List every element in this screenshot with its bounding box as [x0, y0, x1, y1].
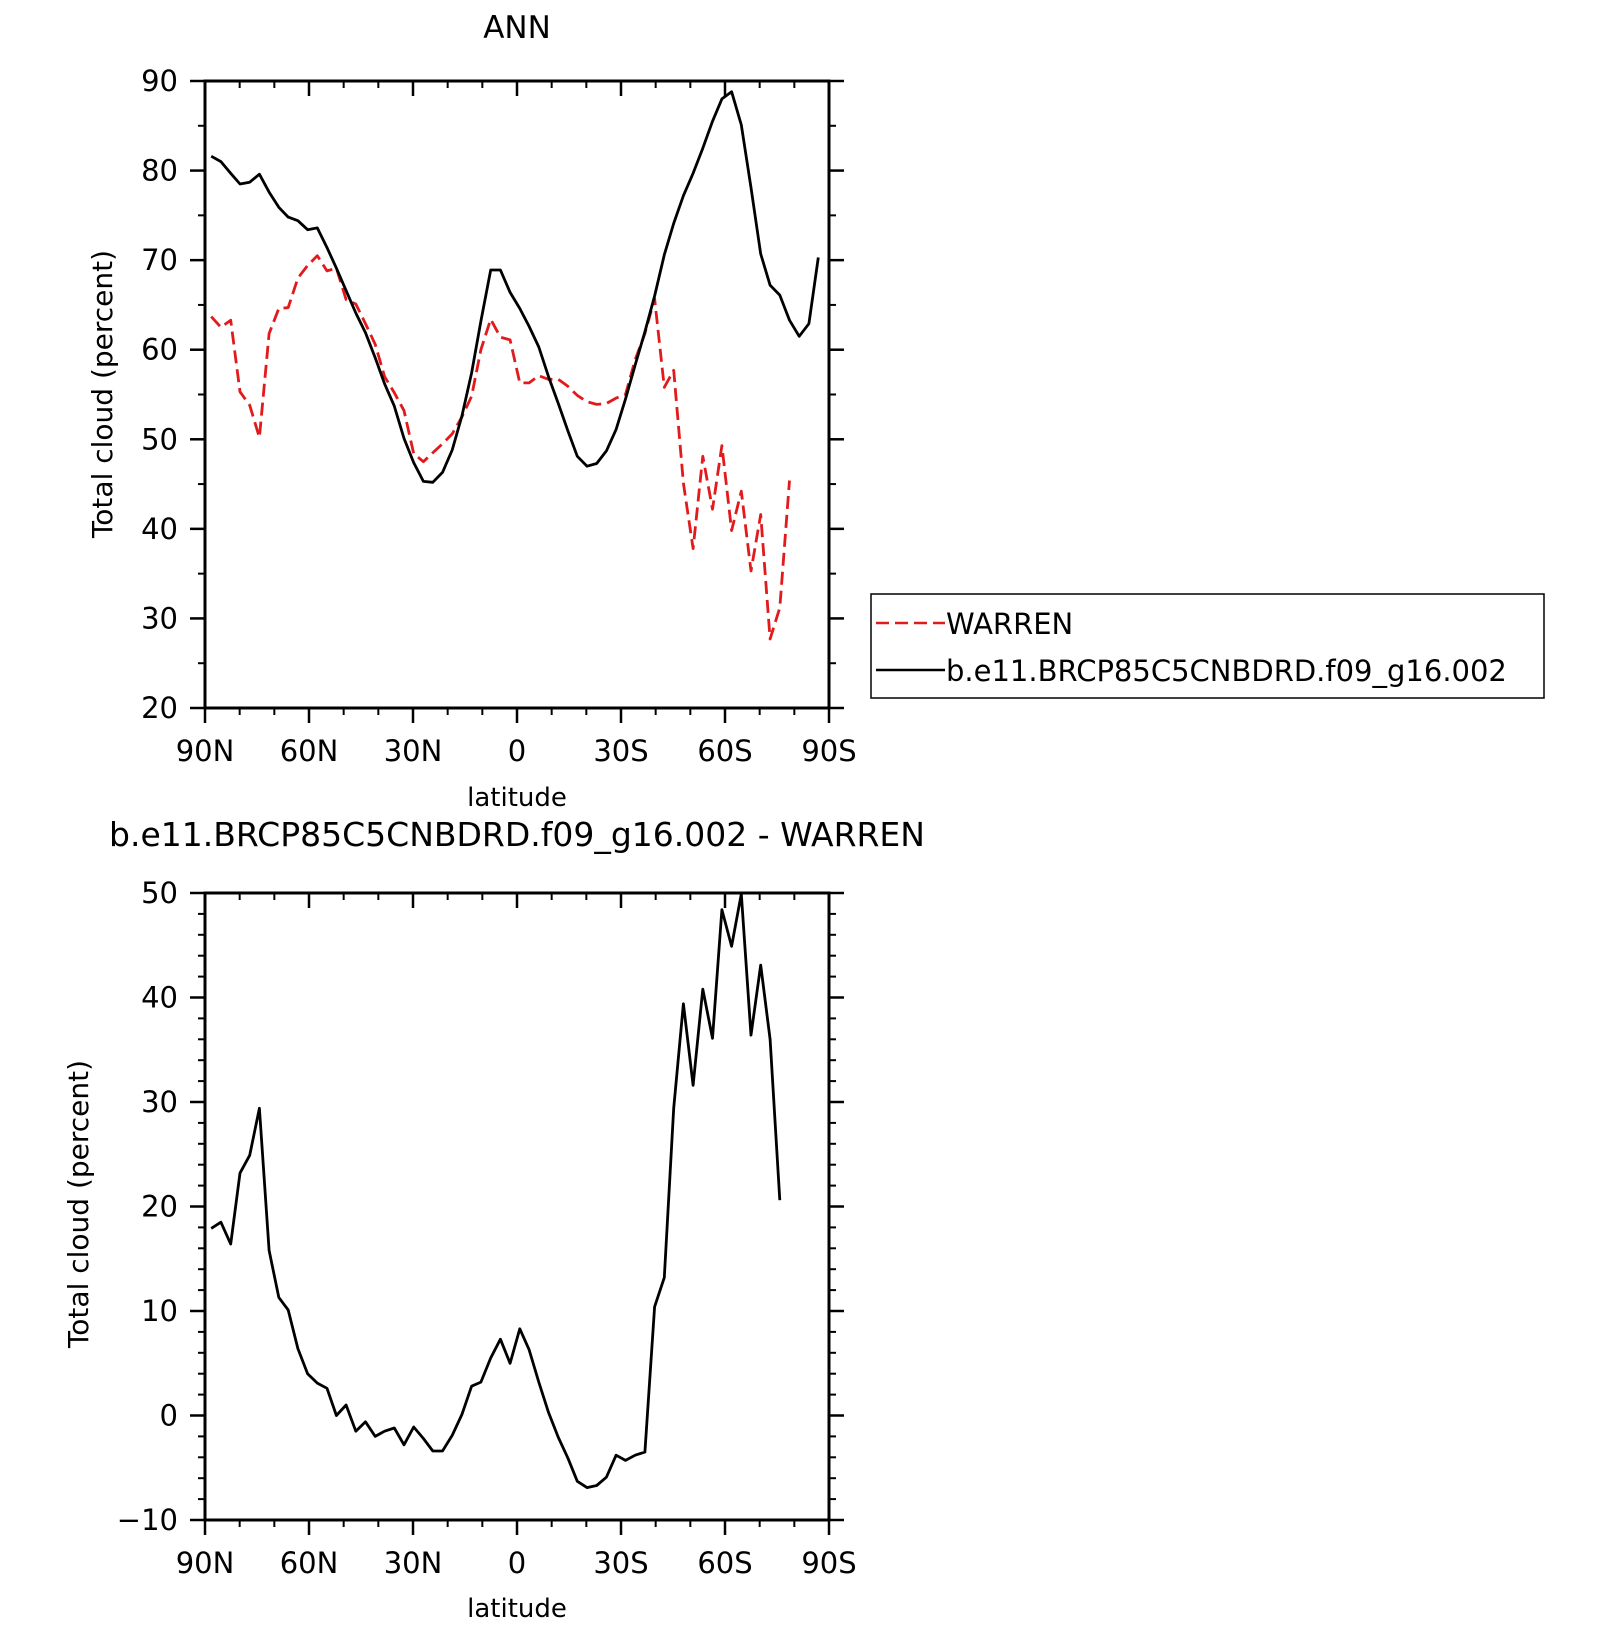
y-tick-label: 60 [141, 333, 178, 367]
bottom-chart-y-axis-label: Total cloud (percent) [62, 1060, 95, 1349]
bottom-chart-x-tick-labels: 90N 60N 30N 0 30S 60S 90S [176, 1546, 857, 1580]
bottom-chart: b.e11.BRCP85C5CNBDRD.f09_g16.002 - WARRE… [62, 815, 925, 1624]
y-tick-label: 30 [141, 1085, 178, 1119]
top-chart-y-tick-labels: 20 30 40 50 60 70 80 90 [141, 64, 178, 725]
top-chart: ANN 20 30 40 50 60 70 80 90 90N 60N 30N 0 30S 60S 90S… [86, 10, 1545, 813]
x-tick-label: 90S [801, 734, 856, 768]
x-tick-label: 30S [593, 734, 648, 768]
y-tick-label: 70 [141, 243, 178, 277]
x-tick-label: 90N [176, 734, 235, 768]
y-tick-label: 20 [141, 691, 178, 725]
y-tick-label: 90 [141, 64, 178, 98]
y-tick-label: 50 [141, 876, 178, 910]
bottom-chart-ticks [190, 891, 844, 1535]
top-chart-title: ANN [483, 10, 551, 46]
x-tick-label: 0 [508, 1546, 526, 1580]
x-tick-label: 60S [697, 734, 752, 768]
x-tick-label: 30S [593, 1546, 648, 1580]
x-tick-label: 0 [508, 734, 526, 768]
y-tick-label: 30 [141, 601, 178, 635]
x-tick-label: 60S [697, 1546, 752, 1580]
y-tick-label: 50 [141, 422, 178, 456]
top-chart-ticks [190, 79, 844, 723]
legend-box [870, 593, 1545, 699]
top-chart-series [210, 90, 820, 641]
top-chart-plot-frame [203, 79, 831, 710]
x-tick-label: 30N [384, 1546, 443, 1580]
y-tick-label: 0 [160, 1399, 178, 1433]
y-tick-label: 40 [141, 512, 178, 546]
top-chart-legend: WARREN b.e11.BRCP85C5CNBDRD.f09_g16.002 [870, 593, 1545, 699]
series-line-difference [210, 892, 782, 1489]
bottom-chart-series [210, 892, 782, 1489]
series-line-model [210, 90, 820, 484]
top-chart-y-axis-label: Total cloud (percent) [86, 250, 119, 539]
x-tick-label: 60N [280, 734, 339, 768]
y-tick-label: 80 [141, 154, 178, 188]
legend-label-model: b.e11.BRCP85C5CNBDRD.f09_g16.002 [946, 654, 1507, 688]
x-tick-label: 90N [176, 1546, 235, 1580]
y-tick-label: −10 [117, 1503, 178, 1537]
y-tick-label: 40 [141, 981, 178, 1015]
bottom-chart-y-tick-labels: −10 0 10 20 30 40 50 [117, 876, 178, 1537]
series-line-warren [210, 254, 791, 641]
bottom-chart-x-axis-label: latitude [467, 1594, 567, 1624]
top-chart-x-axis-label: latitude [467, 783, 567, 813]
x-tick-label: 60N [280, 1546, 339, 1580]
legend-label-warren: WARREN [946, 607, 1073, 641]
y-tick-label: 10 [141, 1294, 178, 1328]
x-tick-label: 90S [801, 1546, 856, 1580]
bottom-chart-title: b.e11.BRCP85C5CNBDRD.f09_g16.002 - WARRE… [109, 815, 925, 854]
bottom-chart-plot-frame [203, 891, 831, 1522]
x-tick-label: 30N [384, 734, 443, 768]
y-tick-label: 20 [141, 1190, 178, 1224]
top-chart-x-tick-labels: 90N 60N 30N 0 30S 60S 90S [176, 734, 857, 768]
